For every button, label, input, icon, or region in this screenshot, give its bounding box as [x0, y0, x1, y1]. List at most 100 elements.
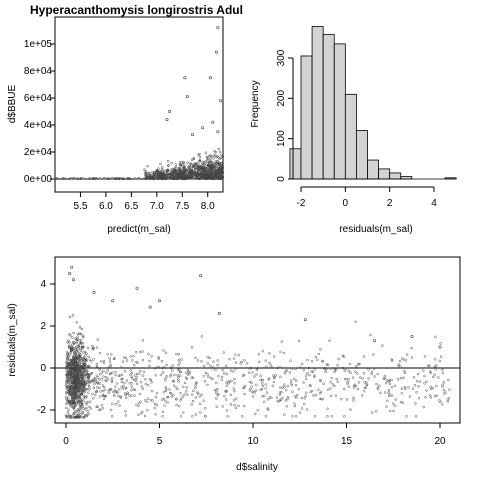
data-point: [186, 167, 190, 170]
data-point: [270, 396, 273, 399]
data-point: [160, 166, 164, 169]
data-point: [164, 389, 168, 393]
data-point: [233, 403, 236, 407]
data-point: [166, 395, 170, 399]
data-point: [115, 390, 119, 394]
data-point: [177, 170, 180, 173]
data-point: [137, 404, 140, 408]
data-point: [79, 413, 82, 416]
data-point: [423, 382, 426, 385]
data-point: [220, 153, 223, 157]
data-point: [362, 355, 366, 358]
data-point: [189, 162, 193, 166]
data-point: [85, 352, 88, 355]
y-tick-label: 0e+00: [24, 174, 53, 185]
outlier-point: [373, 339, 377, 343]
data-point: [264, 383, 268, 386]
data-point: [376, 372, 380, 376]
points: [54, 26, 225, 181]
data-point: [77, 380, 81, 383]
data-point: [134, 350, 138, 354]
data-point: [399, 376, 403, 380]
data-point: [432, 375, 435, 379]
data-point: [323, 367, 327, 371]
data-point: [204, 407, 207, 410]
data-point: [183, 164, 187, 168]
data-point: [85, 371, 88, 375]
data-point: [234, 397, 238, 400]
data-point: [173, 174, 176, 178]
data-point: [385, 405, 388, 408]
data-point: [157, 167, 160, 170]
data-point: [192, 172, 195, 176]
data-point: [294, 383, 298, 387]
y-axis-label: Frequency: [250, 80, 261, 127]
data-point: [69, 364, 72, 367]
data-point: [162, 366, 166, 369]
data-point: [121, 387, 125, 390]
data-point: [80, 327, 84, 331]
data-point: [217, 374, 220, 378]
data-point: [84, 401, 88, 404]
data-point: [326, 388, 330, 391]
data-point: [82, 365, 86, 368]
data-point: [65, 376, 69, 380]
data-point: [259, 378, 262, 382]
data-point: [177, 380, 180, 383]
data-point: [441, 385, 444, 388]
data-point: [93, 393, 97, 397]
data-point: [130, 375, 133, 379]
data-point: [147, 352, 150, 356]
data-point: [411, 387, 415, 391]
data-point: [76, 374, 80, 377]
data-point: [75, 370, 79, 373]
data-point: [295, 393, 299, 397]
data-point: [209, 364, 212, 367]
data-point: [387, 388, 391, 392]
data-point: [319, 348, 322, 351]
data-point: [209, 171, 212, 174]
data-point: [213, 160, 217, 163]
data-point: [156, 365, 159, 369]
data-point: [343, 369, 346, 373]
data-point: [225, 384, 229, 387]
data-point: [84, 354, 87, 357]
data-point: [125, 359, 129, 362]
outlier-point: [135, 286, 139, 290]
data-point: [132, 388, 135, 391]
data-point: [169, 373, 173, 376]
data-point: [343, 415, 346, 418]
data-point: [160, 167, 164, 171]
data-point: [96, 338, 100, 341]
data-point: [166, 169, 170, 172]
data-point: [393, 384, 397, 388]
data-point: [212, 175, 216, 179]
data-point: [276, 366, 279, 370]
data-point: [415, 390, 418, 394]
data-point: [87, 385, 91, 388]
data-point: [204, 170, 208, 173]
y-tick-label: 200: [276, 90, 287, 107]
data-point: [82, 345, 85, 349]
data-point: [73, 404, 76, 408]
data-point: [392, 409, 395, 413]
data-point: [71, 336, 74, 339]
data-point: [213, 388, 217, 392]
data-point: [68, 415, 71, 418]
data-point: [64, 406, 68, 410]
data-point: [272, 355, 276, 358]
data-point: [98, 408, 101, 412]
x-tick-label: 5.5: [74, 201, 88, 212]
y-tick-label: 8e+04: [24, 66, 53, 77]
data-point: [336, 380, 339, 384]
data-point: [117, 388, 121, 391]
data-point: [194, 386, 197, 390]
x-tick-label: 7.0: [150, 201, 164, 212]
data-point: [370, 370, 374, 374]
data-point: [130, 394, 133, 397]
data-point: [285, 369, 289, 372]
data-point: [89, 407, 92, 410]
data-point: [438, 359, 442, 363]
y-tick-label: 0: [276, 176, 287, 182]
data-point: [123, 392, 127, 395]
